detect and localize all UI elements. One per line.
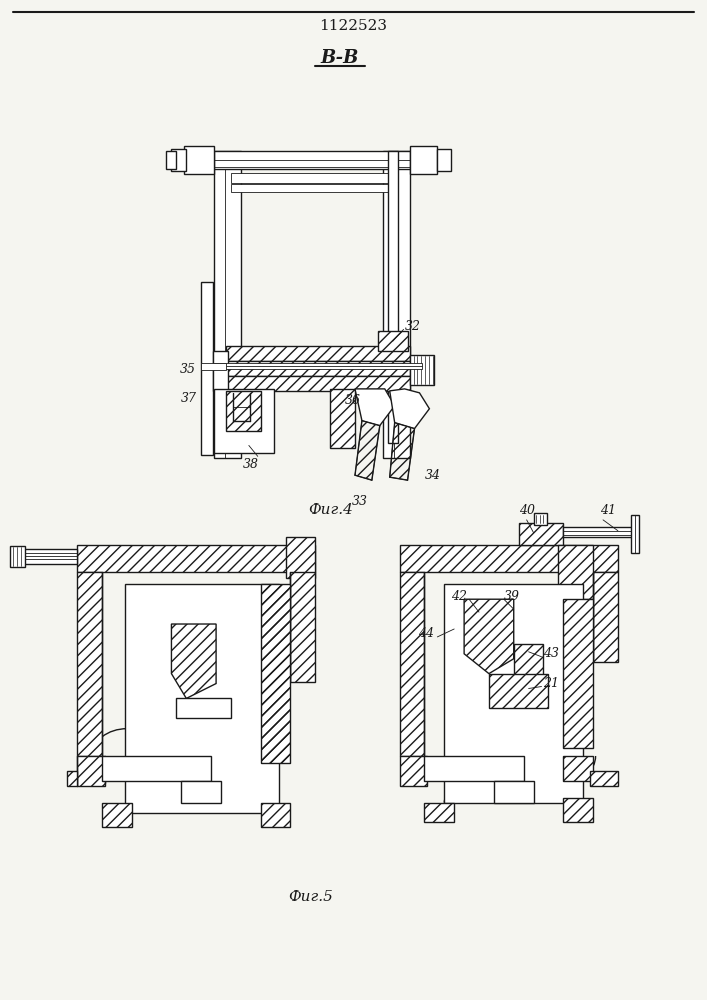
Bar <box>261 803 291 827</box>
Bar <box>102 756 211 781</box>
Bar <box>213 351 228 391</box>
Bar <box>214 151 409 169</box>
Bar <box>378 331 407 351</box>
Bar <box>424 803 454 822</box>
Bar <box>77 545 315 572</box>
Bar <box>171 149 187 171</box>
Text: 33: 33 <box>352 495 368 508</box>
Bar <box>77 756 105 786</box>
Bar <box>214 389 274 453</box>
Bar <box>514 644 544 684</box>
Circle shape <box>197 754 225 782</box>
Circle shape <box>510 744 537 772</box>
Bar <box>563 527 633 537</box>
Bar <box>23 549 77 564</box>
Text: 41: 41 <box>600 504 616 517</box>
Bar <box>387 151 397 443</box>
Text: 40: 40 <box>519 504 534 517</box>
Text: 38: 38 <box>243 458 259 471</box>
Text: 36: 36 <box>345 394 361 407</box>
Bar <box>563 798 593 822</box>
Bar <box>77 572 102 756</box>
Bar <box>201 363 226 370</box>
Bar <box>399 756 428 786</box>
Text: 35: 35 <box>180 363 197 376</box>
Bar <box>409 146 438 174</box>
Polygon shape <box>390 389 429 429</box>
Bar <box>291 572 315 682</box>
Polygon shape <box>171 624 216 698</box>
Bar <box>10 546 25 567</box>
Bar <box>125 584 279 813</box>
Bar <box>231 173 395 183</box>
Text: Фиг.5: Фиг.5 <box>288 890 333 904</box>
Text: 21: 21 <box>544 677 559 690</box>
Bar <box>559 545 593 599</box>
Text: 39: 39 <box>504 590 520 603</box>
Bar <box>494 781 534 803</box>
Bar <box>226 346 409 361</box>
Bar <box>563 756 593 781</box>
Bar <box>519 523 563 545</box>
Text: 37: 37 <box>181 392 197 405</box>
Bar <box>231 184 395 192</box>
Text: 34: 34 <box>424 469 440 482</box>
Bar <box>261 584 291 763</box>
Bar <box>382 151 409 458</box>
Text: 42: 42 <box>451 590 467 603</box>
Bar <box>67 771 77 786</box>
Bar <box>214 151 241 458</box>
Bar <box>438 149 451 171</box>
Bar <box>182 781 221 803</box>
Bar <box>590 771 618 786</box>
Bar <box>631 515 638 553</box>
Bar <box>201 282 213 455</box>
Bar <box>177 698 231 718</box>
Text: 43: 43 <box>544 647 559 660</box>
Bar <box>399 572 424 756</box>
Bar <box>214 363 423 369</box>
Bar <box>226 361 409 376</box>
Polygon shape <box>464 599 514 674</box>
Bar <box>166 151 177 169</box>
Bar <box>261 584 291 763</box>
Bar <box>534 513 547 525</box>
Bar <box>399 545 618 572</box>
Text: 44: 44 <box>419 627 434 640</box>
Bar <box>185 146 214 174</box>
Polygon shape <box>355 389 395 426</box>
Text: 32: 32 <box>404 320 421 333</box>
Bar <box>424 756 524 781</box>
Bar <box>102 803 132 827</box>
Circle shape <box>402 394 412 404</box>
Bar <box>226 391 261 431</box>
Bar <box>593 572 618 662</box>
Bar <box>226 376 409 391</box>
Text: B-B: B-B <box>321 49 359 67</box>
Text: 1122523: 1122523 <box>319 19 387 33</box>
Bar <box>286 537 315 578</box>
Bar <box>444 584 583 803</box>
Bar <box>489 674 549 708</box>
Bar <box>563 599 593 748</box>
Bar <box>330 389 355 448</box>
Text: Фиг.4: Фиг.4 <box>308 503 353 517</box>
Bar <box>409 355 434 385</box>
